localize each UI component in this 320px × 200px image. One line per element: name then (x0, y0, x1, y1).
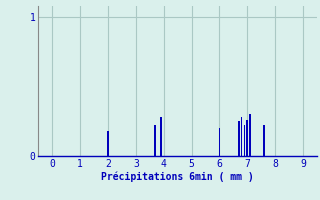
Bar (219, 128, 220, 156)
Bar (249, 114, 251, 156)
Bar (238, 121, 240, 156)
X-axis label: Précipitations 6min ( mm ): Précipitations 6min ( mm ) (101, 172, 254, 182)
Bar (246, 120, 248, 156)
Bar (155, 125, 156, 156)
Bar (160, 117, 162, 156)
Bar (263, 125, 265, 156)
Bar (244, 125, 245, 156)
Bar (241, 117, 243, 156)
Bar (107, 131, 109, 156)
